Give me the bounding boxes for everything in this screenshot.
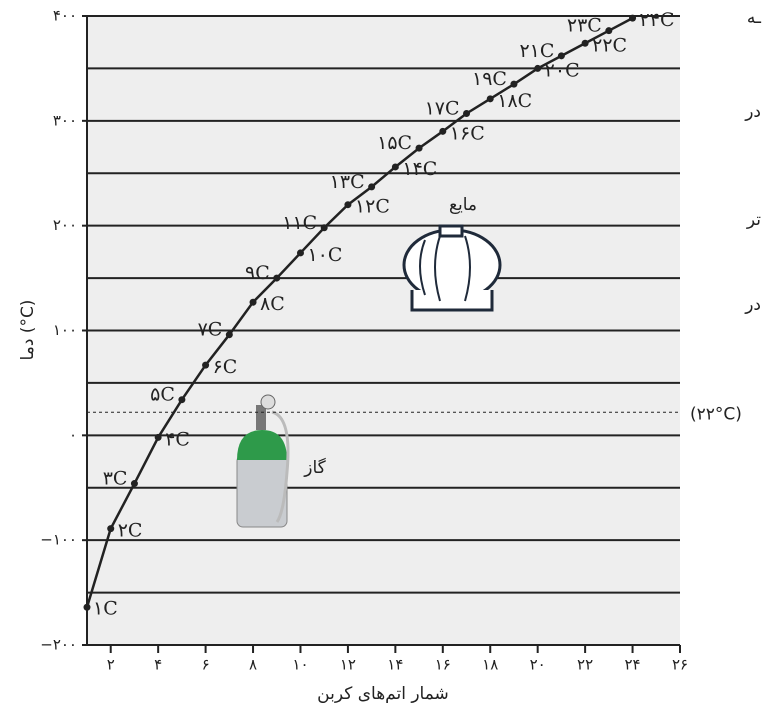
point-label: ۱۹C: [472, 68, 507, 90]
x-tick-label: ۶: [202, 656, 210, 674]
point-label: ۵C: [150, 384, 175, 406]
point-label: ۲۱C: [519, 40, 554, 62]
point-label: ۱۵C: [377, 132, 412, 154]
chart: دما (°C) شمار اتم‌های کربن −۲۰۰ −۱۰۰ ۰ ۱۰۰ ۲…: [0, 0, 763, 713]
point-label: ۲۰C: [545, 59, 580, 81]
point-label: ۱C: [93, 597, 118, 619]
point: [558, 52, 565, 59]
annotation: مایع: [449, 195, 477, 215]
point: [439, 128, 446, 135]
point: [392, 163, 399, 170]
point-label: ۷C: [198, 319, 223, 341]
point-label: ۶C: [213, 356, 238, 378]
point: [178, 396, 185, 403]
x-tick-label: ۴: [154, 656, 162, 674]
y-tick-label: ۳۰۰: [53, 111, 77, 129]
tank-icon: [404, 226, 500, 310]
reference-label: (۲۲°C): [690, 404, 742, 424]
point-label: ۱۳C: [330, 171, 365, 193]
point: [416, 145, 423, 152]
point-label: ۴C: [165, 428, 190, 450]
side-fragment: در: [744, 102, 761, 122]
point-label: ۲۲C: [592, 34, 627, 56]
point: [344, 201, 351, 208]
point: [534, 65, 541, 72]
y-tick-label: ۴۰۰: [53, 7, 77, 25]
x-tick-label: ۲۰: [530, 656, 546, 674]
point: [629, 15, 636, 22]
point-label: ۲C: [118, 520, 143, 542]
point-label: ۱۱C: [282, 212, 317, 234]
point: [250, 299, 257, 306]
x-axis-label: شمار اتم‌های کربن: [317, 684, 449, 704]
point: [463, 110, 470, 117]
y-tick-label: ۱۰۰: [53, 321, 77, 339]
point-label: ۹C: [245, 262, 270, 284]
point: [297, 249, 304, 256]
y-tick-label: ۲۰۰: [53, 216, 77, 234]
annotation: گاز: [303, 457, 326, 478]
point-label: ۸C: [260, 293, 285, 315]
point-label: ۱۲C: [355, 196, 390, 218]
y-tick-label: ۰: [69, 426, 77, 444]
point: [226, 331, 233, 338]
y-axis-label: دما (°C): [18, 300, 38, 361]
y-tick-label: −۲۰۰: [40, 636, 77, 654]
point: [131, 480, 138, 487]
point: [321, 224, 328, 231]
point: [605, 27, 612, 34]
x-tick-label: ۲۶: [672, 656, 688, 674]
point: [368, 183, 375, 190]
x-tick-label: ۲۴: [624, 656, 640, 674]
point-label: ۲۳C: [567, 15, 602, 37]
x-tick-label: ۱۲: [340, 656, 356, 674]
side-fragment: در: [744, 295, 761, 315]
x-tick-label: ۲: [107, 656, 115, 674]
x-tick-label: ۱۶: [435, 656, 451, 674]
x-tick-label: ۱۸: [482, 656, 498, 674]
point-label: ۱۴C: [402, 158, 437, 180]
side-fragment: تر: [746, 210, 761, 230]
point: [84, 604, 91, 611]
point: [510, 81, 517, 88]
point-label: ۳C: [103, 468, 128, 490]
x-tick-label: ۸: [249, 656, 257, 674]
x-tick-label: ۱۴: [387, 656, 403, 674]
point-label: ۱۸C: [497, 90, 532, 112]
point: [107, 525, 114, 532]
point-label: ۱۰C: [307, 244, 342, 266]
point-label: ۲۴C: [640, 9, 675, 31]
point: [487, 95, 494, 102]
point-label: ۱۷C: [425, 97, 460, 119]
y-tick-label: −۱۰۰: [40, 531, 77, 549]
point-label: ۱۶C: [450, 122, 485, 144]
point: [155, 434, 162, 441]
point: [273, 275, 280, 282]
x-tick-label: ۱۰: [292, 656, 308, 674]
side-fragment: ـه: [747, 8, 762, 28]
point: [582, 40, 589, 47]
x-tick-label: ۲۲: [577, 656, 593, 674]
point: [202, 362, 209, 369]
